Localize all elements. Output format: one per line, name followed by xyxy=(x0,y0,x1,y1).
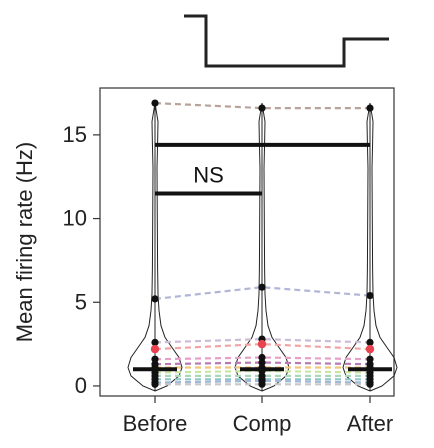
unit-line xyxy=(154,361,371,366)
x-axis: Before Comp After xyxy=(123,396,393,436)
unit-point xyxy=(151,295,159,303)
unit-point xyxy=(258,104,266,112)
plot-frame xyxy=(99,87,395,397)
y-tick-label: 5 xyxy=(75,289,87,314)
unit-point xyxy=(258,380,266,388)
unit-point xyxy=(366,338,374,346)
stimulus-step-line xyxy=(184,14,389,68)
y-tick-label: 10 xyxy=(63,206,87,231)
y-tick-label: 15 xyxy=(63,122,87,147)
unit-point xyxy=(366,380,374,388)
unit-line xyxy=(154,369,371,374)
unit-point xyxy=(151,338,159,346)
highlight-point xyxy=(150,344,160,354)
unit-line xyxy=(154,337,371,344)
median-marks xyxy=(133,356,392,383)
x-tick-label: After xyxy=(347,411,393,436)
y-axis: 0 5 10 15 xyxy=(63,122,100,398)
highlight-point xyxy=(365,344,375,354)
x-tick-label: Comp xyxy=(233,411,292,436)
unit-line xyxy=(154,102,370,110)
highlight-point xyxy=(257,339,267,349)
unit-point xyxy=(366,104,374,112)
stimulus-trace xyxy=(184,14,389,68)
unit-line xyxy=(154,286,371,300)
significance-bars: NS xyxy=(155,142,370,196)
y-axis-label: Mean firing rate (Hz) xyxy=(12,142,37,343)
unit-point xyxy=(258,283,266,291)
unit-point xyxy=(366,292,374,300)
y-tick-label: 0 xyxy=(75,373,87,398)
unit-point xyxy=(151,380,159,388)
unit-line xyxy=(154,356,371,361)
unit-line xyxy=(154,379,371,384)
unit-lines xyxy=(154,102,371,386)
unit-point xyxy=(151,99,159,107)
significance-label: NS xyxy=(193,162,224,187)
unit-line xyxy=(154,342,371,351)
x-tick-label: Before xyxy=(123,411,188,436)
